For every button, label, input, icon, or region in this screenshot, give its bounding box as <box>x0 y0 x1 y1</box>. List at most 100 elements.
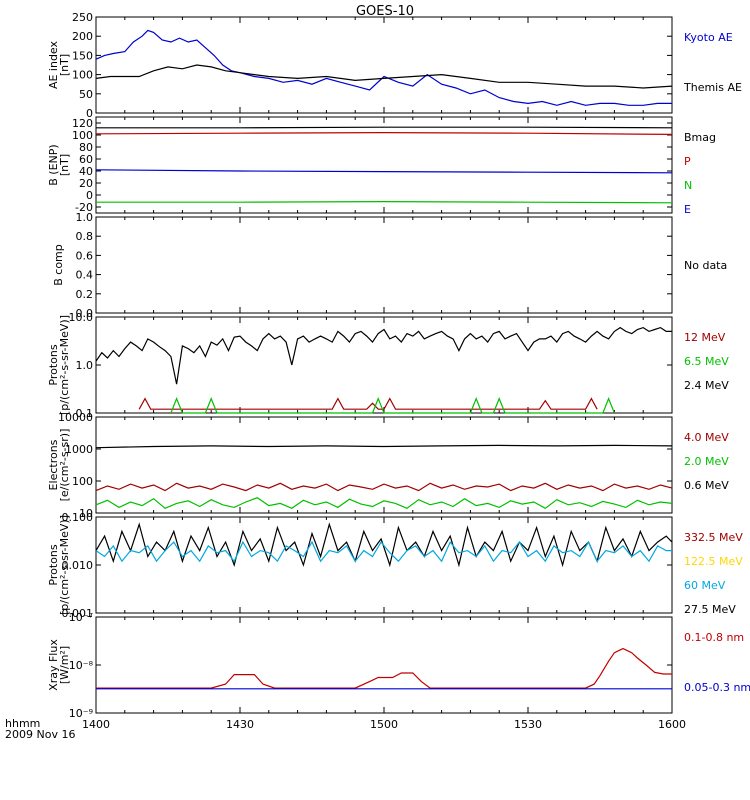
series-line-0-1-0-8-nm <box>96 647 672 689</box>
y-tick-label: 0.2 <box>76 288 94 301</box>
legend-entry: 2.0 MeV <box>684 455 729 468</box>
x-tick-label: 1430 <box>226 718 254 731</box>
y-tick-label: 150 <box>72 49 93 62</box>
panel-frame <box>95 416 673 514</box>
series-line-6-5-mev <box>170 396 615 414</box>
panel-3: 0.0 0.2 0.4 0.6 0.8 1.0 B comp No data <box>52 211 727 320</box>
legend-entry: 0.6 MeV <box>684 479 729 492</box>
y-tick-label: 250 <box>72 11 93 24</box>
x-tick-label: 1530 <box>514 718 542 731</box>
y-axis-label: Protons <box>47 344 60 385</box>
legend-entry: 4.0 MeV <box>684 431 729 444</box>
y-axis-label: Protons <box>47 544 60 585</box>
date-label: 2009 Nov 16 <box>5 728 75 741</box>
series-line-12-mev <box>138 397 598 410</box>
y-axis-label: [nT] <box>58 154 71 176</box>
y-tick-label: 0.6 <box>76 249 94 262</box>
panel-frame <box>95 16 673 114</box>
series-line-themis-ae <box>95 64 673 89</box>
y-tick-label: 10⁻⁷ <box>69 611 93 624</box>
legend-entry: 6.5 MeV <box>684 355 729 368</box>
legend-entry: Bmag <box>684 131 716 144</box>
y-tick-label: 0 <box>86 189 93 202</box>
legend-entry: 122.5 MeV <box>684 555 743 568</box>
panel-6: 0.001 0.010 0.100 Protons[p/(cm²-s-sr-MeV)]… <box>47 511 743 620</box>
y-tick-label: 100 <box>72 475 93 488</box>
legend-entry: 332.5 MeV <box>684 531 743 544</box>
y-tick-label: 100 <box>72 129 93 142</box>
y-axis-label: [p/(cm²-s-sr-MeV)] <box>58 315 71 415</box>
y-axis-label: [W/m²] <box>58 646 71 684</box>
y-tick-label: 1000 <box>65 443 93 456</box>
series-line-2-4-mev <box>95 326 672 385</box>
y-axis-label: [nT] <box>58 54 71 76</box>
time-axis-label: hhmm <box>5 717 40 730</box>
series-line-2-0-mev <box>95 497 673 510</box>
x-tick-label: 1500 <box>370 718 398 731</box>
y-tick-label: 0.0 <box>76 307 94 320</box>
y-axis-label: B (ENP) <box>47 144 60 185</box>
legend-entry: No data <box>684 259 727 272</box>
y-tick-label: 10⁻⁹ <box>69 707 93 720</box>
y-tick-label: 10 <box>79 507 93 520</box>
legend-entry: 27.5 MeV <box>684 603 736 616</box>
x-tick-label: 1600 <box>658 718 686 731</box>
series-line-e <box>95 169 673 174</box>
panel-frame <box>95 316 673 414</box>
y-axis-label: [e/(cm²-s-sr)] <box>58 429 71 502</box>
y-tick-label: 10⁻⁸ <box>69 659 94 672</box>
series-line-kyoto-ae <box>95 29 672 106</box>
y-tick-label: 0.010 <box>62 559 94 572</box>
panel-1: 0 50 100 150 200 250 AE index[nT] Kyoto AE Themi… <box>47 11 742 120</box>
legend-entry: 2.4 MeV <box>684 379 729 392</box>
y-tick-label: 60 <box>79 153 93 166</box>
y-tick-label: 0.1 <box>76 407 94 420</box>
y-tick-label: 0.001 <box>62 607 94 620</box>
y-tick-label: 0.4 <box>76 269 94 282</box>
y-tick-label: 50 <box>79 88 93 101</box>
y-tick-label: 80 <box>79 141 93 154</box>
y-tick-label: 0.8 <box>76 230 94 243</box>
y-tick-label: 0 <box>86 107 93 120</box>
time-axis: 1400 1430 1500 1530 1600 <box>82 718 686 731</box>
legend-entry: Themis AE <box>683 81 742 94</box>
series-line-p <box>95 132 673 135</box>
y-tick-label: 1.0 <box>76 211 94 224</box>
panel-frame <box>95 216 673 314</box>
x-tick-label: 1400 <box>82 718 110 731</box>
series-line-4-0-mev <box>95 482 673 492</box>
y-tick-label: 10000 <box>58 411 93 424</box>
y-tick-label: 0.100 <box>62 511 94 524</box>
y-tick-label: 1.0 <box>76 359 94 372</box>
y-tick-label: -20 <box>75 201 93 214</box>
legend-entry: 0.1-0.8 nm <box>684 631 744 644</box>
series-line-27-5-mev <box>95 522 673 568</box>
legend-entry: Kyoto AE <box>684 31 733 44</box>
legend-entry: 0.05-0.3 nm <box>684 681 750 694</box>
series-line-60-mev <box>95 540 672 563</box>
legend-entry: E <box>684 203 691 216</box>
panel-frame <box>95 516 673 614</box>
y-axis-label: AE index <box>47 40 60 89</box>
plot-title: GOES-10 <box>356 4 414 19</box>
series-line-bmag <box>96 126 673 129</box>
series-line-0-6-mev <box>95 444 673 449</box>
y-tick-label: 10.0 <box>69 311 94 324</box>
y-tick-label: 20 <box>79 177 93 190</box>
panel-5: 10 100 1000 10000 Electrons[e/(cm²-s-sr)] 4.0… <box>47 411 729 520</box>
y-tick-label: 100 <box>72 69 93 82</box>
legend-entry: P <box>684 155 691 168</box>
panel-frame <box>95 616 673 714</box>
panel-frame <box>95 116 673 214</box>
y-axis-label: Electrons <box>47 439 60 490</box>
series-line-n <box>96 201 673 204</box>
legend-entry: 60 MeV <box>684 579 726 592</box>
legend-entry: N <box>684 179 692 192</box>
y-tick-label: 40 <box>79 165 93 178</box>
y-axis-label: [p/(cm²-s-sr-MeV)] <box>58 515 71 615</box>
panel-4: 0.1 1.0 10.0 Protons[p/(cm²-s-sr-MeV)] 12 Me… <box>47 311 729 420</box>
y-tick-label: 120 <box>72 117 93 130</box>
